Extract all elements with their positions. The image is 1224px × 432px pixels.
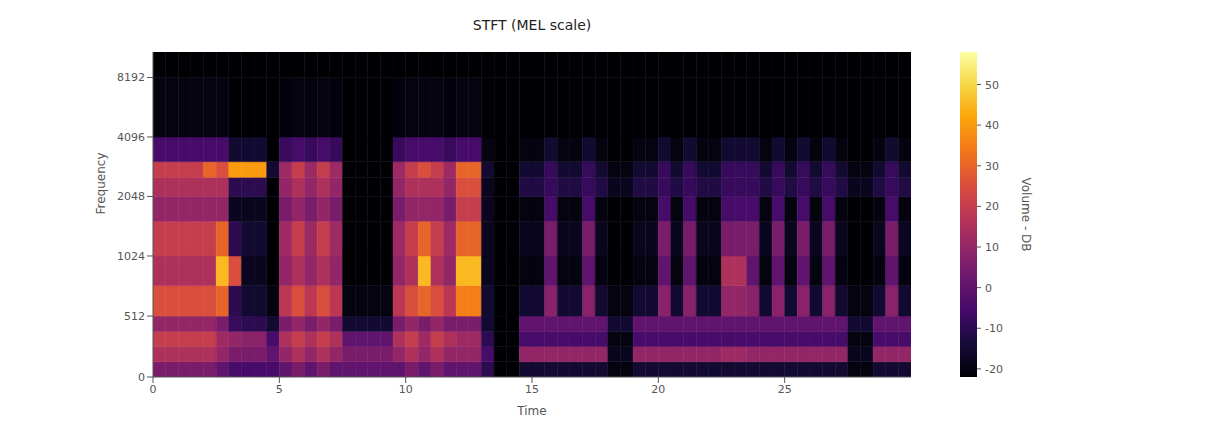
svg-text:10: 10 <box>399 383 413 396</box>
svg-text:-10: -10 <box>985 322 1003 335</box>
svg-text:25: 25 <box>778 383 792 396</box>
svg-text:2048: 2048 <box>117 190 145 203</box>
svg-text:Volume - DB: Volume - DB <box>1019 177 1033 251</box>
svg-text:Time: Time <box>516 404 546 418</box>
svg-text:15: 15 <box>525 383 539 396</box>
svg-text:20: 20 <box>651 383 665 396</box>
svg-text:0: 0 <box>985 282 992 295</box>
svg-text:40: 40 <box>985 119 999 132</box>
svg-text:-20: -20 <box>985 363 1003 376</box>
svg-text:30: 30 <box>985 160 999 173</box>
svg-text:1024: 1024 <box>117 250 145 263</box>
svg-text:20: 20 <box>985 200 999 213</box>
svg-text:0: 0 <box>138 371 145 384</box>
svg-text:10: 10 <box>985 241 999 254</box>
svg-text:8192: 8192 <box>117 71 145 84</box>
svg-text:4096: 4096 <box>117 131 145 144</box>
html-text:STFT (MEL scale): STFT (MEL scale) <box>472 17 592 33</box>
svg-text:50: 50 <box>985 79 999 92</box>
svg-text:5: 5 <box>276 383 283 396</box>
svg-text:512: 512 <box>124 310 145 323</box>
svg-text:0: 0 <box>150 383 157 396</box>
svg-text:Frequency: Frequency <box>94 153 108 215</box>
